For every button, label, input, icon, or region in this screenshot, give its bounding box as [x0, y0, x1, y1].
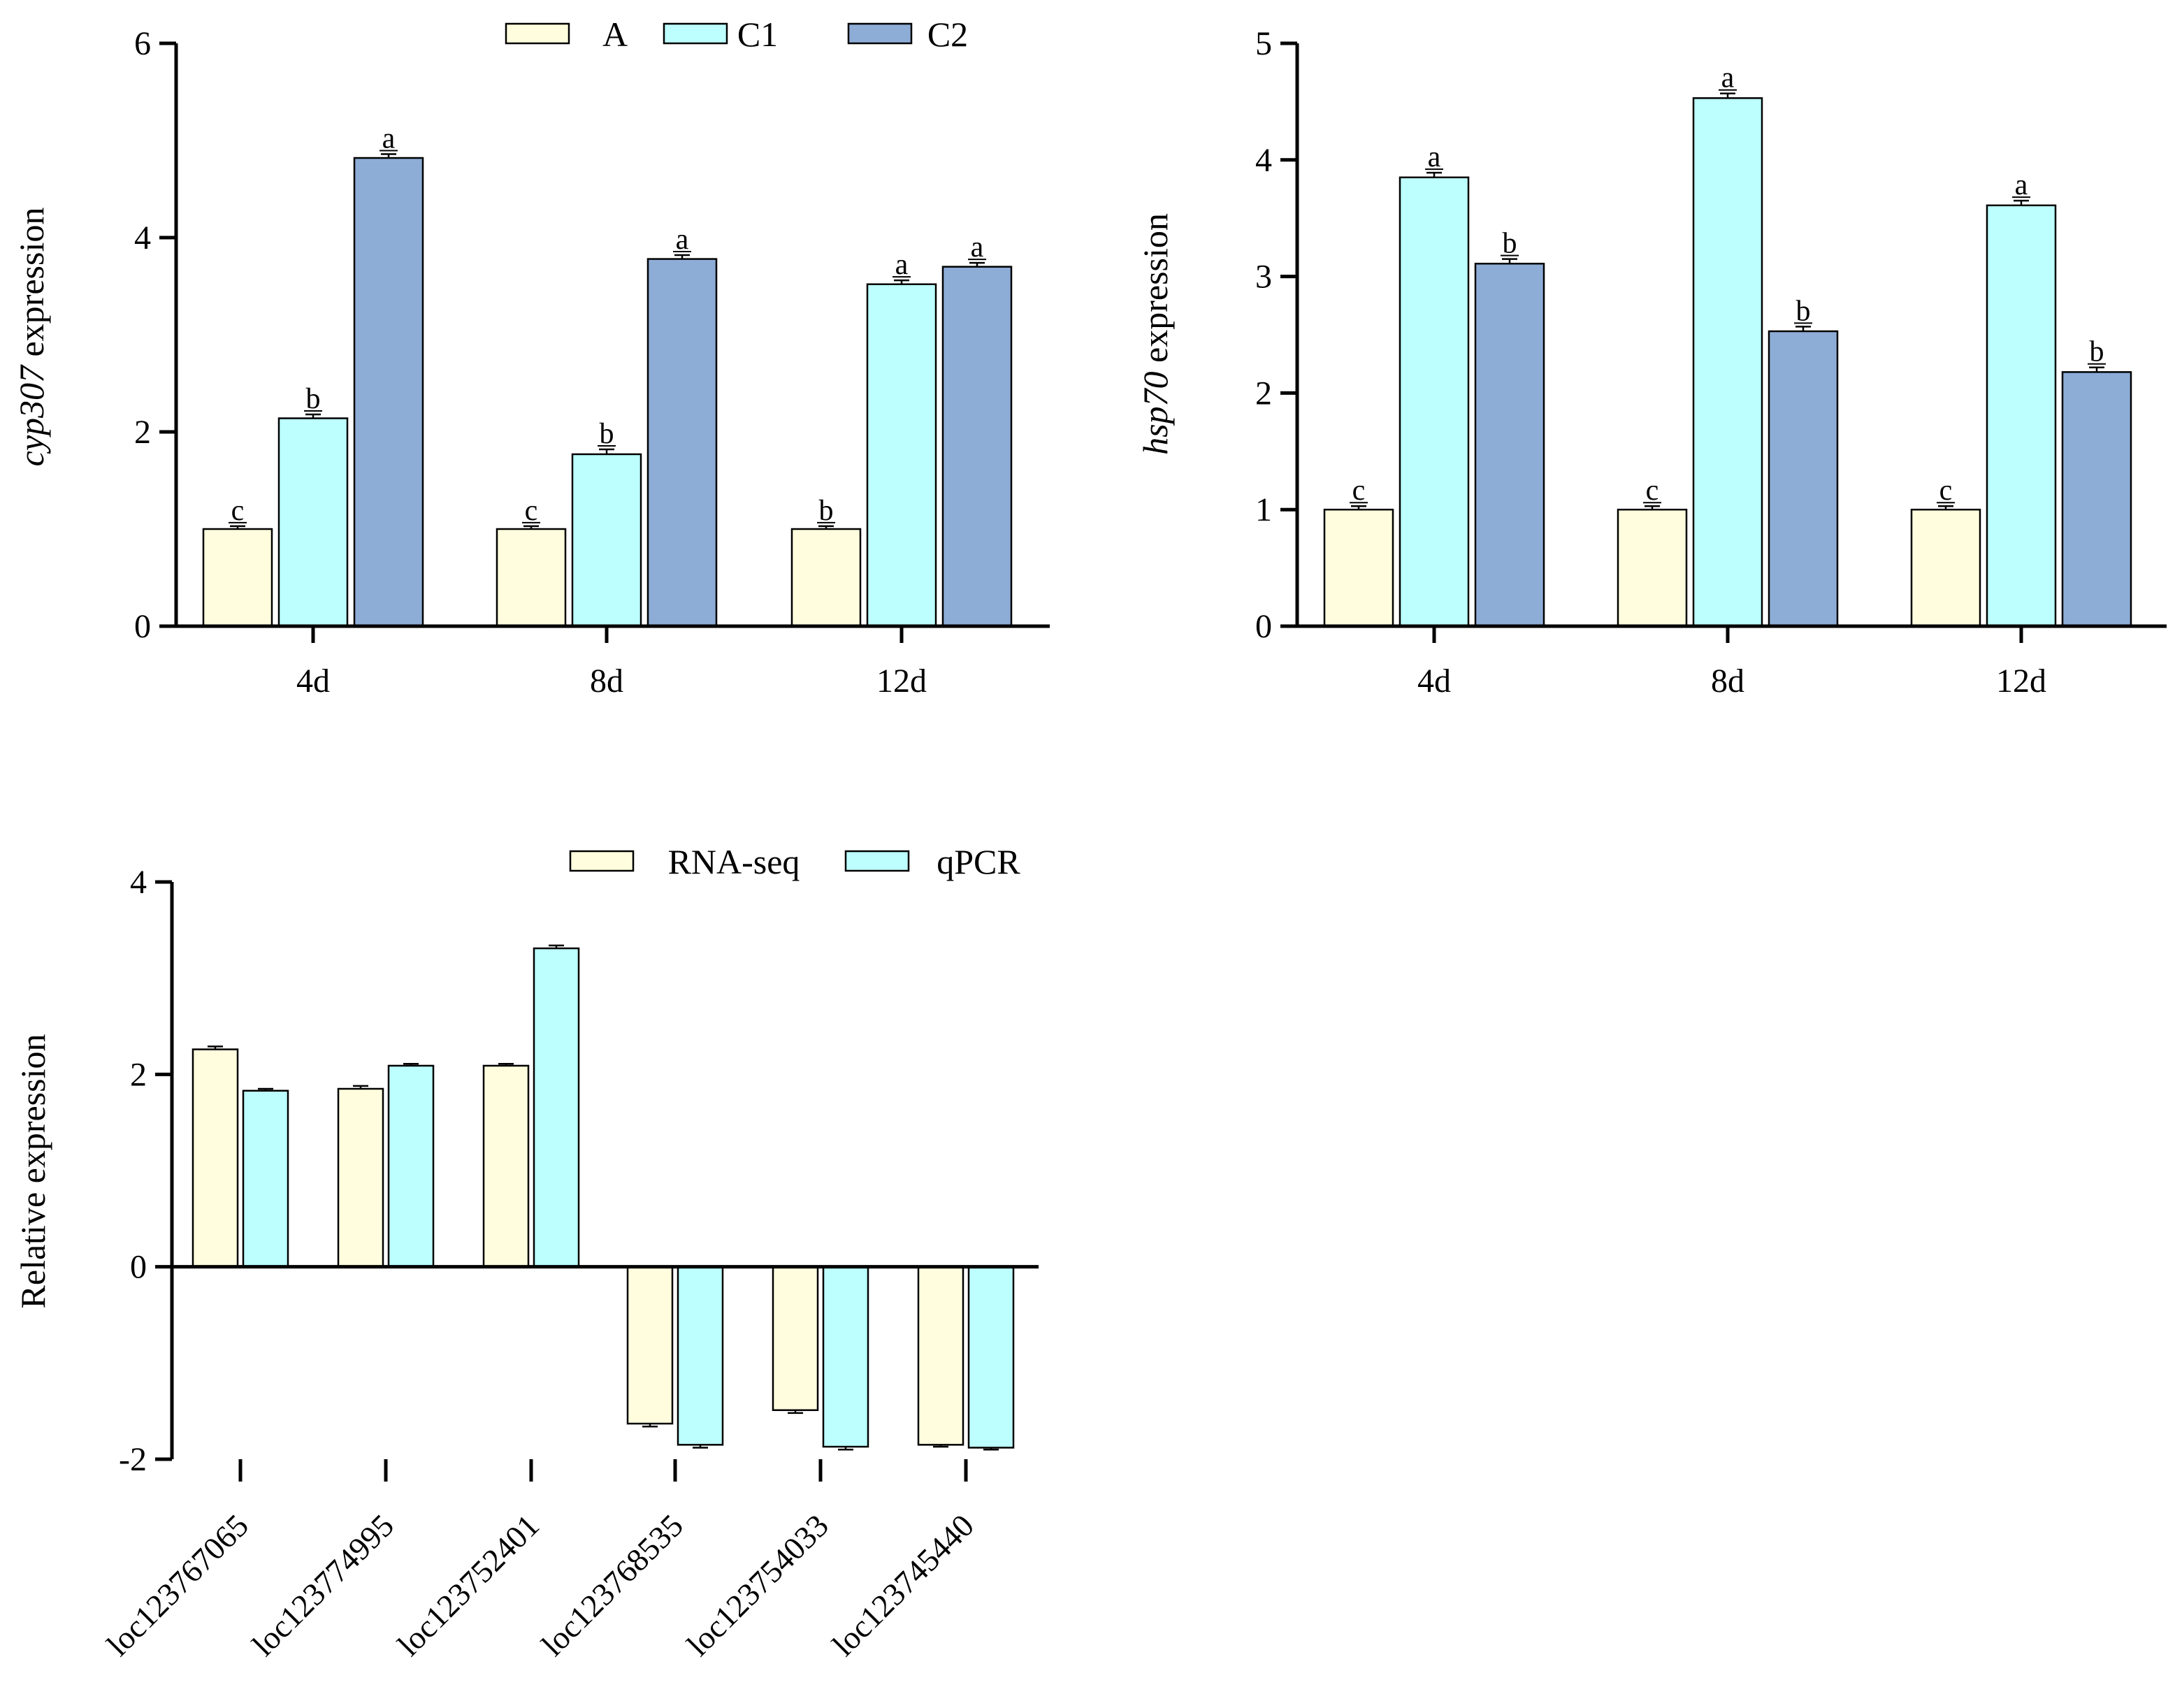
y-tick-label: 6	[134, 25, 151, 62]
bar-c2-8d	[646, 258, 718, 628]
x-tick-label: 8d	[590, 663, 623, 700]
x-tick-label: 12d	[876, 663, 927, 700]
x-tick-label: loc123774995	[245, 1507, 400, 1663]
y-tick-label: 0	[130, 1249, 147, 1286]
significance-label: b	[819, 495, 834, 527]
y-tick-label: 4	[134, 219, 151, 256]
legend-label-a: A	[602, 15, 628, 54]
significance-label: a	[2015, 169, 2028, 201]
bar-rna-seq-loc123752401	[482, 1064, 530, 1268]
y-axis-title: cyp307 expression	[12, 208, 51, 467]
y-tick-label: 4	[130, 864, 147, 901]
significance-label: b	[1503, 228, 1517, 260]
legend-swatch-c2	[847, 22, 913, 45]
legend-swatch-qpcr	[844, 850, 910, 872]
bar-a-12d	[1910, 508, 1981, 628]
bar-a-4d	[202, 528, 273, 628]
y-tick-label: 2	[1255, 375, 1272, 412]
significance-label: c	[1352, 475, 1366, 507]
x-tick-label: 4d	[296, 663, 330, 700]
significance-label: a	[895, 249, 909, 281]
legend-label-c1: C1	[737, 15, 778, 54]
bar-rna-seq-loc123754033	[772, 1266, 819, 1412]
y-tick-label: 1	[1255, 491, 1272, 528]
y-tick-label: 5	[1255, 25, 1272, 62]
bar-c2-12d	[2061, 371, 2132, 628]
y-tick-label: -2	[119, 1441, 147, 1478]
significance-label: c	[1646, 475, 1659, 507]
significance-label: b	[306, 383, 321, 415]
significance-label: a	[1428, 141, 1441, 173]
bar-qpcr-loc123767065	[242, 1090, 289, 1268]
x-tick-label: 12d	[1996, 663, 2046, 700]
bar-qpcr-loc123754033	[822, 1266, 869, 1448]
y-tick-label: 2	[134, 414, 151, 451]
bar-qpcr-loc123745440	[967, 1266, 1015, 1449]
y-axis-title-gene: hsp70	[1136, 371, 1175, 454]
bar-rna-seq-loc123745440	[917, 1266, 964, 1446]
bar-c1-4d	[277, 417, 349, 628]
bar-rna-seq-loc123768535	[626, 1266, 674, 1425]
bar-c2-8d	[1768, 330, 1839, 628]
y-axis-title-rest: expression	[1136, 213, 1175, 371]
legend-label-rna-seq: RNA-seq	[668, 842, 800, 881]
relative-expression-chart: -2 0 2 4 loc123767065loc123774995loc12375240…	[13, 842, 1039, 1663]
bar-c1-4d	[1399, 176, 1470, 628]
bar-rna-seq-loc123767065	[192, 1048, 239, 1268]
bar-c1-12d	[1986, 204, 2057, 628]
bar-a-8d	[1617, 508, 1688, 628]
significance-label: c	[525, 495, 538, 527]
y-tick-label: 2	[130, 1056, 147, 1093]
x-tick-label: 8d	[1711, 663, 1744, 700]
bar-c2-4d	[1474, 263, 1545, 628]
legend-label-c2: C2	[927, 15, 968, 54]
bar-c2-12d	[941, 266, 1013, 628]
significance-label: b	[1796, 295, 1811, 327]
significance-label: a	[676, 224, 689, 256]
significance-label: a	[1721, 62, 1735, 94]
significance-label: b	[2090, 336, 2104, 368]
significance-label: a	[382, 122, 396, 154]
bar-rna-seq-loc123774995	[337, 1087, 384, 1268]
bar-c1-8d	[571, 453, 642, 628]
bar-qpcr-loc123752401	[533, 947, 580, 1268]
bar-qpcr-loc123774995	[387, 1064, 435, 1268]
y-tick-label: 0	[134, 608, 151, 645]
y-tick-label: 3	[1255, 259, 1272, 296]
x-tick-label: loc123752401	[391, 1507, 546, 1663]
legend-swatch-rna-seq	[569, 850, 635, 872]
bar-a-12d	[790, 528, 862, 628]
bar-a-8d	[496, 528, 567, 628]
x-tick-label: loc123768535	[535, 1507, 690, 1663]
x-tick-label: loc123767065	[100, 1507, 255, 1663]
bar-qpcr-loc123768535	[677, 1266, 724, 1446]
bar-c1-12d	[866, 283, 937, 628]
y-axis-title-rest: expression	[12, 208, 51, 366]
significance-label: c	[1939, 475, 1953, 507]
y-axis-title: hsp70 expression	[1136, 213, 1175, 455]
legend-swatch-c1	[663, 22, 728, 45]
hsp70-expression-chart: c c c a a a b b b 0 1 2 3 4 5 4d 8d 12d hsp70 expression	[1136, 25, 2167, 700]
bar-c2-4d	[353, 157, 424, 628]
x-tick-label: 4d	[1417, 663, 1451, 700]
significance-label: a	[971, 231, 984, 263]
y-tick-label: 0	[1255, 608, 1272, 645]
cyp307-expression-chart: c c b b b a a a a 0 2 4 6 4d 8d 12d cyp307 expression A C1…	[12, 15, 1050, 700]
bar-c1-8d	[1692, 97, 1763, 628]
x-tick-label: loc123754033	[680, 1507, 835, 1663]
significance-label: b	[600, 418, 614, 450]
y-axis-title: Relative expression	[13, 1034, 52, 1309]
x-tick-label: loc123745440	[825, 1507, 981, 1663]
bar-a-4d	[1323, 508, 1394, 628]
significance-label: c	[231, 495, 245, 527]
y-axis-title-gene: cyp307	[12, 364, 51, 466]
y-tick-label: 4	[1255, 142, 1272, 179]
legend-label-qpcr: qPCR	[937, 842, 1020, 881]
legend-swatch-a	[505, 22, 570, 45]
